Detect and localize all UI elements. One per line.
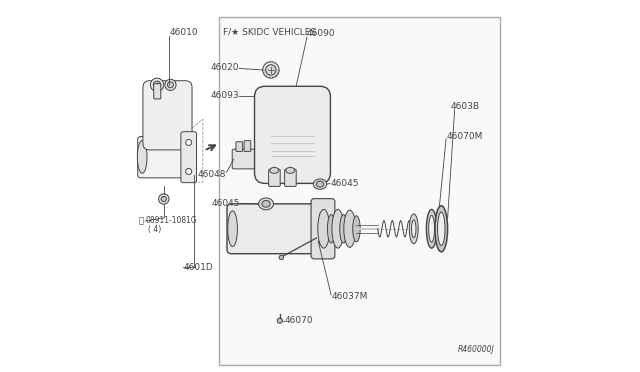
Ellipse shape	[270, 167, 278, 173]
Text: ( 4): ( 4)	[148, 225, 161, 234]
Ellipse shape	[340, 215, 347, 243]
Text: 46090: 46090	[307, 29, 335, 38]
Circle shape	[150, 78, 164, 92]
Ellipse shape	[344, 210, 356, 247]
Circle shape	[154, 81, 161, 89]
Text: 46037M: 46037M	[331, 292, 367, 301]
FancyBboxPatch shape	[138, 137, 194, 178]
Ellipse shape	[286, 167, 294, 173]
Ellipse shape	[186, 142, 195, 172]
Text: 4603B: 4603B	[450, 102, 479, 110]
Text: 46070: 46070	[285, 316, 314, 325]
Circle shape	[159, 194, 169, 204]
FancyBboxPatch shape	[244, 141, 251, 151]
Text: 46045: 46045	[330, 179, 359, 188]
FancyBboxPatch shape	[269, 169, 280, 186]
Ellipse shape	[262, 201, 270, 207]
FancyBboxPatch shape	[266, 100, 276, 142]
Ellipse shape	[314, 179, 326, 189]
Ellipse shape	[438, 212, 445, 246]
Text: F/★ SKIDC VEHICLES: F/★ SKIDC VEHICLES	[223, 28, 316, 37]
Bar	[219, 17, 500, 365]
Text: 46010: 46010	[170, 28, 198, 37]
Ellipse shape	[429, 215, 435, 242]
Text: 46045: 46045	[212, 199, 241, 208]
Circle shape	[279, 255, 284, 260]
Text: R460000J: R460000J	[458, 345, 494, 354]
Circle shape	[186, 169, 191, 174]
Ellipse shape	[426, 209, 437, 248]
Circle shape	[266, 65, 276, 75]
Circle shape	[161, 196, 166, 202]
Ellipse shape	[318, 209, 330, 248]
FancyBboxPatch shape	[181, 132, 196, 183]
Ellipse shape	[435, 206, 447, 252]
Ellipse shape	[259, 198, 273, 210]
Text: 4601D: 4601D	[183, 263, 213, 272]
Ellipse shape	[316, 181, 324, 187]
Text: Ⓝ: Ⓝ	[138, 217, 143, 226]
Ellipse shape	[312, 214, 320, 244]
Text: 08911-1081G: 08911-1081G	[145, 216, 197, 225]
FancyBboxPatch shape	[154, 84, 161, 99]
FancyBboxPatch shape	[236, 142, 243, 151]
Circle shape	[165, 79, 176, 90]
Text: 46020: 46020	[211, 63, 239, 72]
FancyBboxPatch shape	[285, 169, 296, 186]
Ellipse shape	[410, 214, 418, 244]
FancyBboxPatch shape	[227, 204, 321, 254]
Ellipse shape	[267, 94, 275, 99]
Text: 46048: 46048	[198, 170, 227, 179]
FancyBboxPatch shape	[255, 86, 330, 183]
Text: 46070M: 46070M	[447, 132, 483, 141]
Circle shape	[319, 239, 326, 246]
Circle shape	[168, 82, 173, 88]
Ellipse shape	[264, 92, 278, 102]
Ellipse shape	[267, 97, 275, 105]
Ellipse shape	[353, 216, 360, 242]
Ellipse shape	[138, 141, 147, 173]
Text: 46093: 46093	[211, 92, 239, 100]
Ellipse shape	[332, 209, 344, 248]
Ellipse shape	[412, 220, 416, 238]
Circle shape	[319, 212, 326, 218]
FancyBboxPatch shape	[143, 81, 192, 150]
Ellipse shape	[328, 215, 335, 243]
Circle shape	[277, 318, 282, 323]
Circle shape	[262, 62, 279, 78]
Ellipse shape	[267, 137, 275, 144]
Ellipse shape	[228, 211, 237, 247]
FancyBboxPatch shape	[232, 149, 257, 169]
Circle shape	[186, 140, 191, 145]
FancyBboxPatch shape	[311, 199, 335, 259]
